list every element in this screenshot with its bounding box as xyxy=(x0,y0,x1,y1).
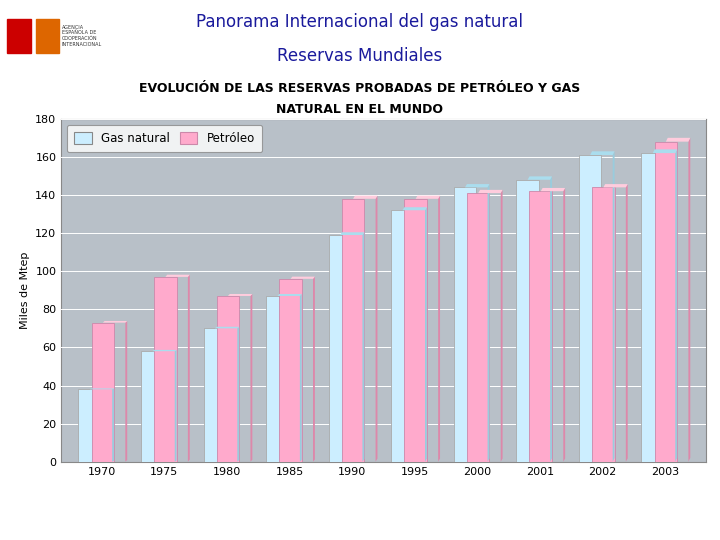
Polygon shape xyxy=(528,177,552,180)
Polygon shape xyxy=(415,195,440,199)
Bar xyxy=(279,279,302,462)
Polygon shape xyxy=(188,275,190,462)
Polygon shape xyxy=(215,327,239,328)
Bar xyxy=(592,187,615,462)
Polygon shape xyxy=(653,150,677,153)
Bar xyxy=(141,351,163,462)
Bar xyxy=(642,153,664,462)
Text: Santa Cruz de la Sierra, 15 - 19 noviembre 2004: Santa Cruz de la Sierra, 15 - 19 noviemb… xyxy=(11,514,266,524)
Polygon shape xyxy=(500,190,503,462)
Legend: Gas natural, Petróleo: Gas natural, Petróleo xyxy=(67,125,262,152)
Polygon shape xyxy=(238,327,239,462)
Bar xyxy=(7,19,30,52)
Bar xyxy=(266,296,289,462)
Polygon shape xyxy=(313,276,315,462)
Polygon shape xyxy=(290,276,315,279)
Polygon shape xyxy=(175,350,176,462)
Y-axis label: Miles de Mtep: Miles de Mtep xyxy=(19,252,30,329)
Polygon shape xyxy=(251,294,252,462)
Text: EVOLUCIÓN DE LAS RESERVAS PROBADAS DE PETRÓLEO Y GAS: EVOLUCIÓN DE LAS RESERVAS PROBADAS DE PE… xyxy=(140,82,580,95)
Bar xyxy=(654,141,677,462)
Text: Panorama Internacional del gas natural: Panorama Internacional del gas natural xyxy=(197,13,523,31)
Polygon shape xyxy=(277,294,302,296)
Polygon shape xyxy=(152,350,176,351)
Bar xyxy=(342,199,364,462)
Polygon shape xyxy=(376,195,377,462)
Polygon shape xyxy=(465,184,490,187)
Polygon shape xyxy=(487,184,490,462)
Polygon shape xyxy=(362,232,364,462)
Polygon shape xyxy=(613,151,615,462)
Text: II Edición del Curso ARIAE de Regulación Energética.: II Edición del Curso ARIAE de Regulación… xyxy=(11,487,284,497)
Polygon shape xyxy=(550,177,552,462)
Polygon shape xyxy=(666,138,690,141)
Polygon shape xyxy=(300,294,302,462)
Bar xyxy=(579,155,601,462)
Text: 8: 8 xyxy=(701,496,709,509)
Bar xyxy=(154,277,176,462)
Bar xyxy=(467,193,490,462)
Polygon shape xyxy=(590,151,615,155)
Polygon shape xyxy=(353,195,377,199)
Text: Reservas Mundiales: Reservas Mundiales xyxy=(277,48,443,65)
Bar xyxy=(391,210,414,462)
Polygon shape xyxy=(166,275,190,277)
Polygon shape xyxy=(603,184,628,187)
Bar xyxy=(36,19,59,52)
Polygon shape xyxy=(103,321,127,322)
Bar xyxy=(516,180,539,462)
Polygon shape xyxy=(228,294,252,296)
Bar xyxy=(529,191,552,462)
Polygon shape xyxy=(125,321,127,462)
Polygon shape xyxy=(438,195,440,462)
Polygon shape xyxy=(626,184,628,462)
Polygon shape xyxy=(90,388,114,389)
Text: AGENCIA
ESPAÑOLA DE
COOPERACIÓN
INTERNACIONAL: AGENCIA ESPAÑOLA DE COOPERACIÓN INTERNAC… xyxy=(62,25,102,47)
Bar xyxy=(405,199,427,462)
Bar xyxy=(217,296,239,462)
Polygon shape xyxy=(425,207,427,462)
Polygon shape xyxy=(541,188,565,191)
Bar xyxy=(328,235,351,462)
Polygon shape xyxy=(112,388,114,462)
Polygon shape xyxy=(563,188,565,462)
Polygon shape xyxy=(478,190,503,193)
Polygon shape xyxy=(340,232,364,235)
Text: NATURAL EN EL MUNDO: NATURAL EN EL MUNDO xyxy=(276,103,444,116)
Polygon shape xyxy=(688,138,690,462)
Bar xyxy=(78,389,101,462)
Polygon shape xyxy=(675,150,677,462)
Polygon shape xyxy=(402,207,427,210)
Bar xyxy=(91,322,114,462)
Bar xyxy=(454,187,477,462)
Bar xyxy=(204,328,226,462)
